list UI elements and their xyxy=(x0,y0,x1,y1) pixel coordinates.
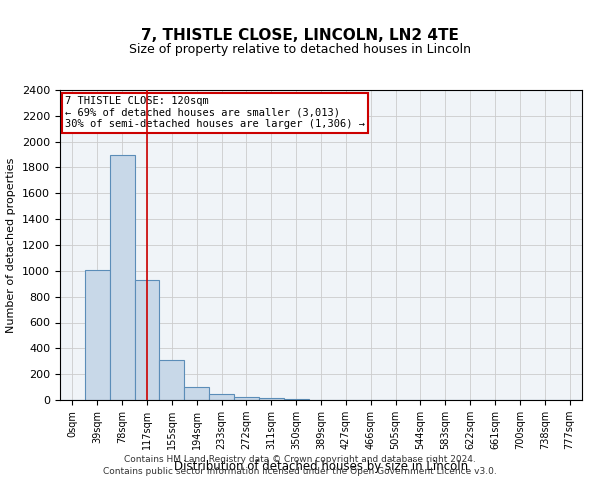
Text: 7 THISTLE CLOSE: 120sqm
← 69% of detached houses are smaller (3,013)
30% of semi: 7 THISTLE CLOSE: 120sqm ← 69% of detache… xyxy=(65,96,365,130)
Bar xyxy=(234,397,259,400)
X-axis label: Distribution of detached houses by size in Lincoln: Distribution of detached houses by size … xyxy=(174,460,468,473)
Bar xyxy=(134,280,160,400)
Bar xyxy=(110,154,134,400)
Bar xyxy=(209,394,234,400)
Text: Size of property relative to detached houses in Lincoln: Size of property relative to detached ho… xyxy=(129,42,471,56)
Text: Contains HM Land Registry data © Crown copyright and database right 2024.: Contains HM Land Registry data © Crown c… xyxy=(124,455,476,464)
Bar xyxy=(160,360,184,400)
Bar xyxy=(184,387,209,400)
Text: 7, THISTLE CLOSE, LINCOLN, LN2 4TE: 7, THISTLE CLOSE, LINCOLN, LN2 4TE xyxy=(141,28,459,42)
Text: Contains public sector information licensed under the Open Government Licence v3: Contains public sector information licen… xyxy=(103,468,497,476)
Bar xyxy=(85,270,110,400)
Y-axis label: Number of detached properties: Number of detached properties xyxy=(7,158,16,332)
Bar xyxy=(259,398,284,400)
